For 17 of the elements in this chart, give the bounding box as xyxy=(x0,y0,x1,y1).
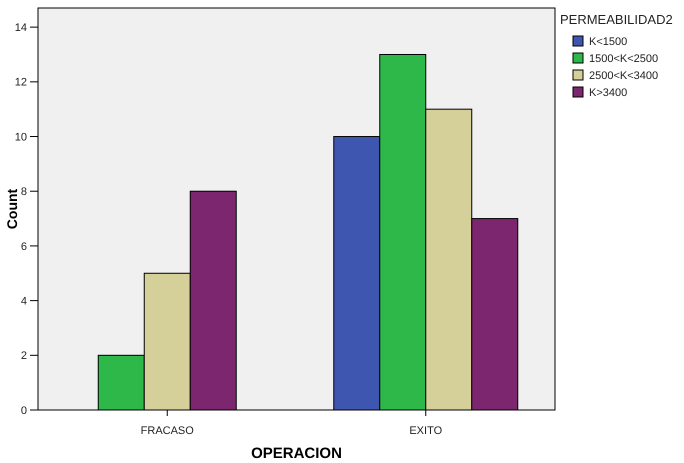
legend-label: 1500<K<2500 xyxy=(589,53,658,65)
y-tick-label: 10 xyxy=(14,131,27,144)
legend-label: 2500<K<3400 xyxy=(589,70,658,82)
x-tick-label: EXITO xyxy=(409,425,443,437)
y-tick-label: 12 xyxy=(14,76,27,89)
y-tick-label: 6 xyxy=(20,240,27,253)
x-axis-title: OPERACION xyxy=(251,445,342,462)
y-axis-title: Count xyxy=(4,188,20,230)
legend-title: PERMEABILIDAD2 xyxy=(560,12,673,27)
y-tick-label: 2 xyxy=(20,350,27,362)
legend-label: K>3400 xyxy=(589,87,628,99)
y-tick-label: 8 xyxy=(20,186,27,198)
x-tick-label: FRACASO xyxy=(140,425,194,437)
y-tick-label: 14 xyxy=(14,22,27,34)
y-tick-label: 4 xyxy=(20,295,27,308)
y-tick-label: 0 xyxy=(20,404,27,417)
legend-label: K<1500 xyxy=(589,36,628,48)
